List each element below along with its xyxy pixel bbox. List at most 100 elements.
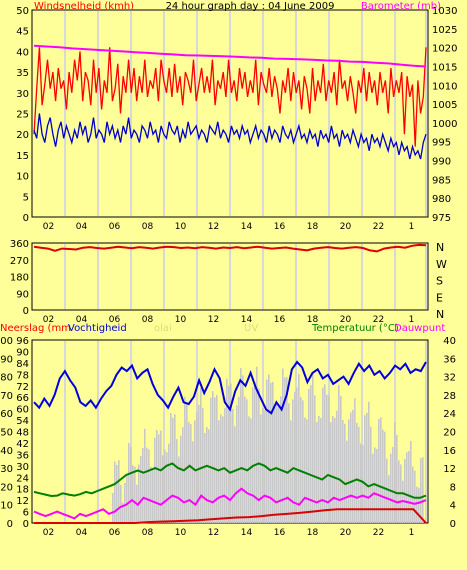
x-tick-label: 20 [340,222,352,232]
solar-bar [128,443,130,523]
solar-bar [350,412,352,523]
solar-bar [308,388,310,523]
y-tick-label-inner: 42 [16,439,29,450]
y-tick-label-inner: 96 [16,336,29,347]
solar-bar [152,469,154,523]
y-tick-label-outer: 30 [0,464,13,475]
solar-bar [232,409,234,523]
series-line-vochtigheid [33,360,427,415]
y-tick-label-inner: 54 [16,416,29,427]
solar-bar [338,384,340,523]
solar-bar [176,439,178,523]
solar-bar [130,446,132,523]
solar-bar [190,423,192,523]
solar-bar [170,413,172,523]
solar-bar [316,422,318,523]
x-tick-label: 10 [175,222,187,232]
y-tick-label-inner: 6 [23,508,29,519]
solar-bar [386,458,388,523]
y-tick-label-left: 90 [16,289,29,300]
direction-letter: N [436,241,444,254]
x-tick-label: 02 [43,528,54,538]
solar-bar [422,457,424,523]
solar-bar [394,422,396,523]
y-tick-label-right: 0 [450,519,456,530]
solar-bar [310,385,312,523]
solar-bar [312,371,314,523]
y-tick-label-right: 995 [432,138,451,149]
x-tick-label: 06 [109,528,121,538]
y-tick-label-left: 270 [10,256,29,267]
solar-bar [380,417,382,523]
solar-bar [286,377,288,523]
solar-bar [296,387,298,523]
solar-bar [260,414,262,523]
direction-letter: E [436,291,443,304]
solar-bar [250,418,252,523]
solar-bar [238,396,240,523]
x-tick-label: 22 [373,528,384,538]
series-line-temperatuur [33,462,427,499]
solar-bar [218,420,220,523]
solar-bar [398,460,400,523]
y-tick-label-left: 0 [23,213,29,224]
solar-bar [196,411,198,523]
x-tick-label: 14 [241,222,253,232]
solar-bar [324,384,326,523]
x-tick-label: 10 [175,315,187,325]
x-tick-label: 16 [274,315,286,325]
y-tick-label-right: 1005 [432,100,457,111]
x-tick-label: 06 [109,222,121,232]
solar-bar [124,482,126,523]
y-tick-label-left: 15 [16,151,29,162]
zonlicht-faded-label: olai [154,323,172,334]
solar-bar [332,416,334,523]
solar-bar [208,429,210,523]
solar-bar [168,443,170,523]
solar-bar [246,399,248,523]
y-tick-label-inner: 48 [16,428,29,439]
solar-bar [164,449,166,523]
x-tick-label: 08 [142,222,154,232]
y-tick-label-inner: 18 [16,485,29,496]
solar-bar [290,420,292,523]
y-tick-label-left: 50 [16,6,29,17]
x-tick-label: 12 [208,528,219,538]
solar-bar [384,431,386,523]
y-tick-label-inner: 84 [16,359,29,370]
y-tick-label-right: 1000 [432,119,457,130]
dauwpunt-axis-label: Dauwpunt [394,323,445,334]
solar-bar [216,394,218,523]
solar-bar [334,417,336,523]
x-tick-label: 18 [307,528,319,538]
y-tick-label-inner: 60 [16,405,29,416]
solar-bar [306,419,308,523]
y-tick-label-inner: 30 [16,462,29,473]
solar-bar [122,502,124,523]
solar-bar [354,398,356,523]
x-tick-label: 12 [208,315,219,325]
y-tick-label-right: 40 [443,336,456,347]
x-tick-label: 1 [409,222,415,232]
solar-bar [328,395,330,523]
x-tick-label: 18 [307,315,319,325]
y-tick-label-left: 40 [16,47,29,58]
solar-bar [284,377,286,523]
x-tick-label: 08 [142,528,154,538]
solar-bar [348,419,350,523]
temperatuur-axis-label: Temperatuur (°C) [311,323,399,334]
y-tick-label-right: 1010 [432,81,457,92]
y-tick-label-inner: 0 [23,519,29,530]
solar-bar [180,435,182,523]
y-tick-label-inner: 66 [16,393,29,404]
solar-bar [330,422,332,523]
y-tick-label-inner: 90 [16,347,29,358]
solar-bar [244,396,246,523]
x-tick-label: 22 [373,222,384,232]
solar-bar [184,396,186,523]
solar-bar [370,426,372,523]
direction-letter: N [436,308,444,321]
y-tick-label-right: 20 [443,428,456,439]
y-tick-label-outer: 40 [0,446,13,457]
solar-bar [408,450,410,523]
